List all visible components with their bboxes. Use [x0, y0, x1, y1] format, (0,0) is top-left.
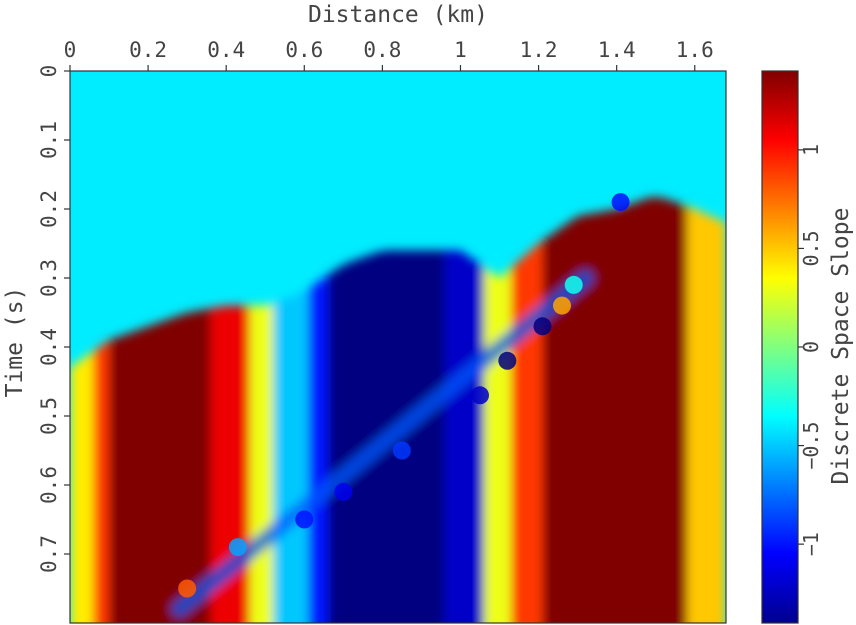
- heatmap-cells: [70, 196, 726, 623]
- y-tick-label: 0.4: [37, 328, 61, 366]
- heatmap-region: [542, 196, 687, 623]
- fault-spot: [498, 351, 517, 370]
- x-tick-label: 0: [64, 38, 77, 62]
- y-tick-label: 0.5: [37, 397, 61, 435]
- heatmap-region: [308, 275, 328, 623]
- colorbar-ticks: −1 −0.5 0 0.5 1: [798, 144, 823, 556]
- heatmap-region: [444, 250, 484, 623]
- colorbar-gradient: [761, 70, 799, 624]
- heatmap-region: [109, 308, 211, 623]
- fault-spot: [392, 441, 411, 460]
- fault-spot: [564, 275, 583, 294]
- fault-band: [171, 270, 594, 618]
- heatmap-region: [273, 289, 309, 623]
- x-axis-title: Distance (km): [308, 2, 488, 28]
- fault-spot: [295, 510, 314, 529]
- colorbar: −1 −0.5 0 0.5 1 Discrete Space Slope: [761, 70, 854, 624]
- x-tick-label: 1.2: [520, 38, 558, 62]
- colorbar-tick-label: −0.5: [799, 421, 823, 469]
- fault-spot: [533, 317, 552, 336]
- heatmap-region: [70, 351, 94, 623]
- y-tick-label: 0.6: [37, 466, 61, 504]
- fault-spot: [334, 482, 353, 501]
- fault-spot: [611, 193, 630, 212]
- x-axis: 0 0.2 0.4 0.6 0.8 1 1.2 1.4 1.6: [64, 38, 714, 71]
- x-tick-label: 0.4: [207, 38, 245, 62]
- colorbar-title: Discrete Space Slope: [828, 208, 854, 485]
- x-tick-label: 0.8: [363, 38, 401, 62]
- fault-spots: [178, 193, 630, 598]
- heatmap-region: [686, 206, 726, 623]
- fault-spot: [228, 538, 247, 557]
- y-tick-label: 0.1: [37, 121, 61, 159]
- y-axis-title: Time (s): [2, 287, 28, 398]
- heatmap-region: [93, 340, 110, 623]
- y-tick-label: 0.2: [37, 190, 61, 228]
- y-axis: 0 0.1 0.2 0.3 0.4 0.5 0.6 0.7: [37, 65, 70, 573]
- x-tick-label: 0.6: [285, 38, 323, 62]
- fault-spot: [553, 296, 571, 315]
- heatmap-region: [249, 302, 274, 623]
- fault-spot: [178, 579, 197, 598]
- colorbar-tick-label: −1: [799, 532, 823, 556]
- y-tick-label: 0.3: [37, 259, 61, 297]
- fault-spot: [471, 386, 489, 405]
- colorbar-tick-label: 1: [799, 144, 823, 156]
- x-tick-label: 1.4: [598, 38, 636, 62]
- y-tick-label: 0: [37, 65, 61, 78]
- heatmap-area: [70, 71, 726, 623]
- x-tick-label: 1.6: [676, 38, 714, 62]
- y-tick-label: 0.7: [37, 535, 61, 573]
- x-tick-label: 1: [454, 38, 467, 62]
- colorbar-tick-label: 0.5: [799, 230, 823, 266]
- x-tick-label: 0.2: [129, 38, 167, 62]
- heatmap-region: [511, 240, 543, 623]
- heatmap-region: [483, 266, 512, 623]
- colorbar-tick-label: 0: [799, 341, 823, 353]
